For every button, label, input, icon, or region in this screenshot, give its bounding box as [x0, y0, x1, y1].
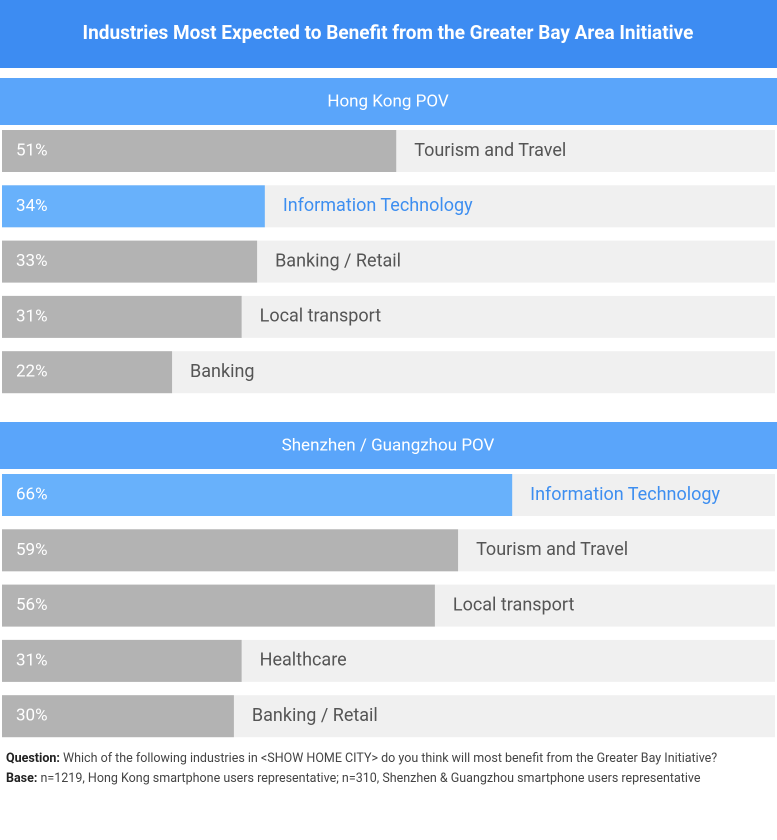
- value-label: 56%: [16, 595, 48, 615]
- base-text: n=1219, Hong Kong smartphone users repre…: [40, 771, 701, 786]
- category-label: Banking / Retail: [275, 250, 401, 271]
- base-label: Base:: [6, 771, 38, 786]
- category-label: Banking / Retail: [252, 705, 378, 726]
- category-label: Tourism and Travel: [414, 140, 566, 161]
- category-label: Local transport: [453, 594, 575, 615]
- value-label: 31%: [16, 306, 48, 326]
- category-label: Information Technology: [283, 195, 473, 216]
- bar: [2, 529, 459, 572]
- value-label: 30%: [16, 706, 48, 726]
- category-label: Tourism and Travel: [476, 539, 628, 560]
- value-label: 31%: [16, 650, 48, 670]
- question-text: Which of the following industries in <SH…: [63, 751, 718, 766]
- value-label: 34%: [16, 196, 48, 216]
- bar: [2, 130, 397, 172]
- category-label: Local transport: [260, 306, 382, 327]
- bar: [2, 584, 435, 627]
- bar: [2, 351, 173, 394]
- page-title: Industries Most Expected to Benefit from…: [83, 21, 694, 44]
- bar: [2, 295, 242, 338]
- category-label: Healthcare: [260, 650, 347, 671]
- value-label: 59%: [16, 540, 48, 560]
- base-note: Base: n=1219, Hong Kong smartphone users…: [6, 770, 771, 788]
- panel-header: [0, 78, 777, 125]
- bar: [2, 474, 513, 516]
- category-label: Banking: [190, 361, 255, 382]
- value-label: 22%: [16, 362, 48, 382]
- bar: [2, 240, 258, 283]
- category-label: Information Technology: [530, 484, 720, 505]
- title-banner: [0, 0, 777, 68]
- value-label: 66%: [16, 484, 48, 504]
- value-label: 33%: [16, 251, 48, 271]
- value-label: 51%: [16, 140, 48, 160]
- footnotes: Question: Which of the following industr…: [6, 750, 771, 790]
- bar: [2, 639, 242, 682]
- panel-title: Hong Kong POV: [327, 91, 449, 111]
- chart: Industries Most Expected to Benefit from…: [0, 0, 777, 738]
- bar: [2, 185, 265, 228]
- panel-header: [0, 422, 777, 469]
- question-note: Question: Which of the following industr…: [6, 750, 771, 768]
- panel-title: Shenzhen / Guangzhou POV: [282, 435, 495, 455]
- question-label: Question:: [6, 751, 60, 766]
- bar: [2, 695, 234, 738]
